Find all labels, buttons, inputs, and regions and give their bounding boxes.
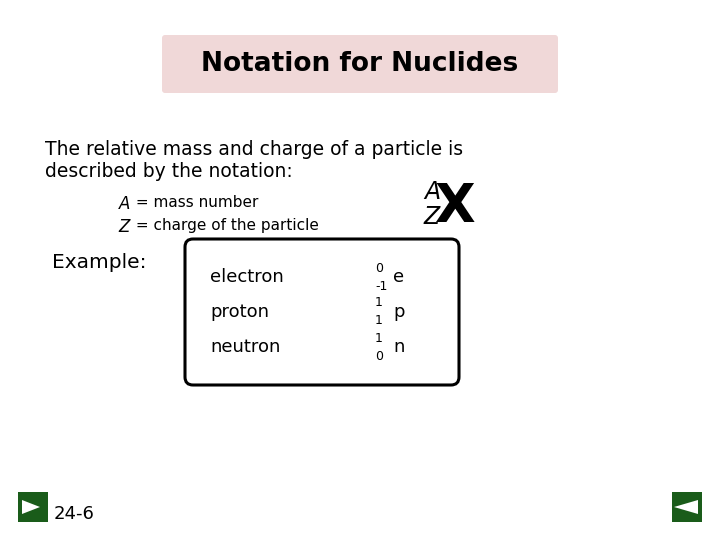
Text: described by the notation:: described by the notation:: [45, 162, 293, 181]
Text: 1: 1: [375, 332, 383, 345]
Text: n: n: [393, 338, 405, 356]
Text: $\mathit{Z}$: $\mathit{Z}$: [423, 205, 442, 229]
Text: neutron: neutron: [210, 338, 280, 356]
Text: Notation for Nuclides: Notation for Nuclides: [202, 51, 518, 77]
FancyBboxPatch shape: [162, 35, 558, 93]
Bar: [18, 492, 48, 522]
Text: 1: 1: [375, 314, 383, 327]
Text: 24-6: 24-6: [54, 505, 95, 523]
Text: -1: -1: [375, 280, 387, 293]
Text: $\mathit{A}$: $\mathit{A}$: [423, 180, 441, 204]
Text: electron: electron: [210, 268, 284, 286]
Text: The relative mass and charge of a particle is: The relative mass and charge of a partic…: [45, 140, 463, 159]
Polygon shape: [22, 500, 40, 514]
Text: = charge of the particle: = charge of the particle: [131, 218, 319, 233]
FancyBboxPatch shape: [185, 239, 459, 385]
Text: 1: 1: [375, 296, 383, 309]
Text: 0: 0: [375, 349, 383, 362]
Text: 0: 0: [375, 261, 383, 274]
Text: proton: proton: [210, 303, 269, 321]
Text: e: e: [393, 268, 404, 286]
Text: p: p: [393, 303, 405, 321]
Polygon shape: [674, 500, 698, 514]
Text: = mass number: = mass number: [131, 195, 258, 210]
Bar: [672, 492, 702, 522]
Text: Example:: Example:: [52, 253, 146, 272]
Text: $\mathit{A}$: $\mathit{A}$: [118, 195, 131, 213]
Text: X: X: [435, 181, 476, 233]
Text: $\mathit{Z}$: $\mathit{Z}$: [118, 218, 132, 236]
